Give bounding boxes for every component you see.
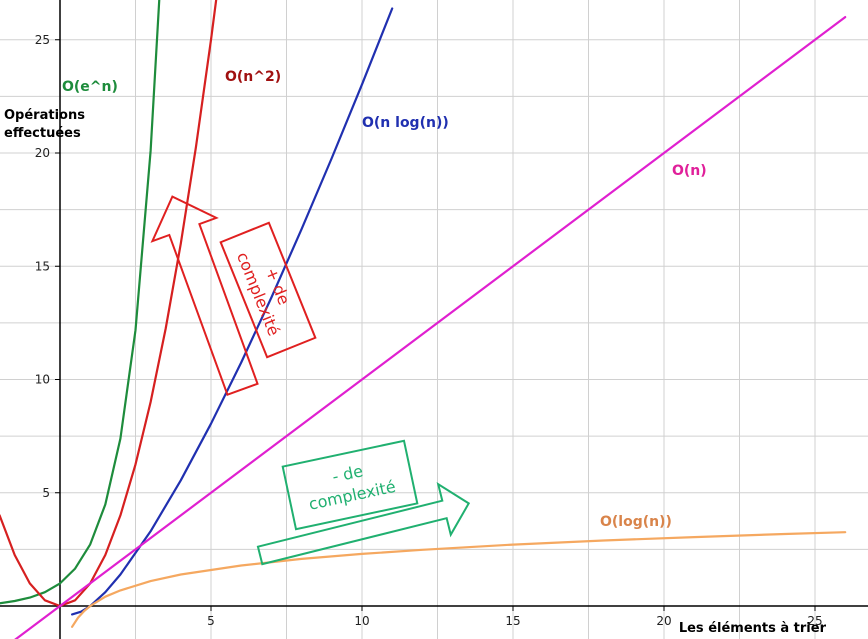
series-line-square	[0, 0, 218, 608]
y-tick-label: 20	[35, 146, 50, 160]
tick-labels: 5 10 15 20 25 5 10 15 20 25	[35, 33, 823, 628]
x-tick-label: 5	[207, 614, 215, 628]
less-complexity-arrow	[256, 482, 471, 566]
label-linear: O(n)	[672, 163, 707, 179]
x-tick-label: 25	[807, 614, 822, 628]
label-log: O(log(n))	[600, 514, 672, 530]
label-square: O(n^2)	[225, 69, 281, 85]
y-tick-label: 15	[35, 259, 50, 273]
more-complexity-annotation: + de complexité	[150, 195, 317, 397]
series-line-exp	[0, 0, 161, 605]
series-line-linear	[14, 16, 847, 639]
label-nlogn: O(n log(n))	[362, 115, 449, 131]
y-tick-label: 5	[42, 486, 50, 500]
y-axis-title-line1: Opérations	[4, 108, 85, 123]
label-exp: O(e^n)	[62, 79, 118, 95]
series-curves	[0, 0, 847, 639]
y-axis-title-line2: effectuées	[4, 126, 81, 141]
y-tick-label: 10	[35, 373, 50, 387]
x-tick-label: 20	[656, 614, 671, 628]
x-tick-label: 15	[505, 614, 520, 628]
less-complexity-box	[281, 439, 419, 531]
more-complexity-arrow	[150, 195, 259, 397]
x-axis-title: Les éléments à trier	[679, 621, 827, 636]
less-complexity-line1: - de	[331, 461, 365, 486]
x-tick-label: 10	[354, 614, 369, 628]
y-tick-label: 25	[35, 33, 50, 47]
more-complexity-box	[219, 221, 317, 359]
series-line-log	[71, 531, 847, 628]
